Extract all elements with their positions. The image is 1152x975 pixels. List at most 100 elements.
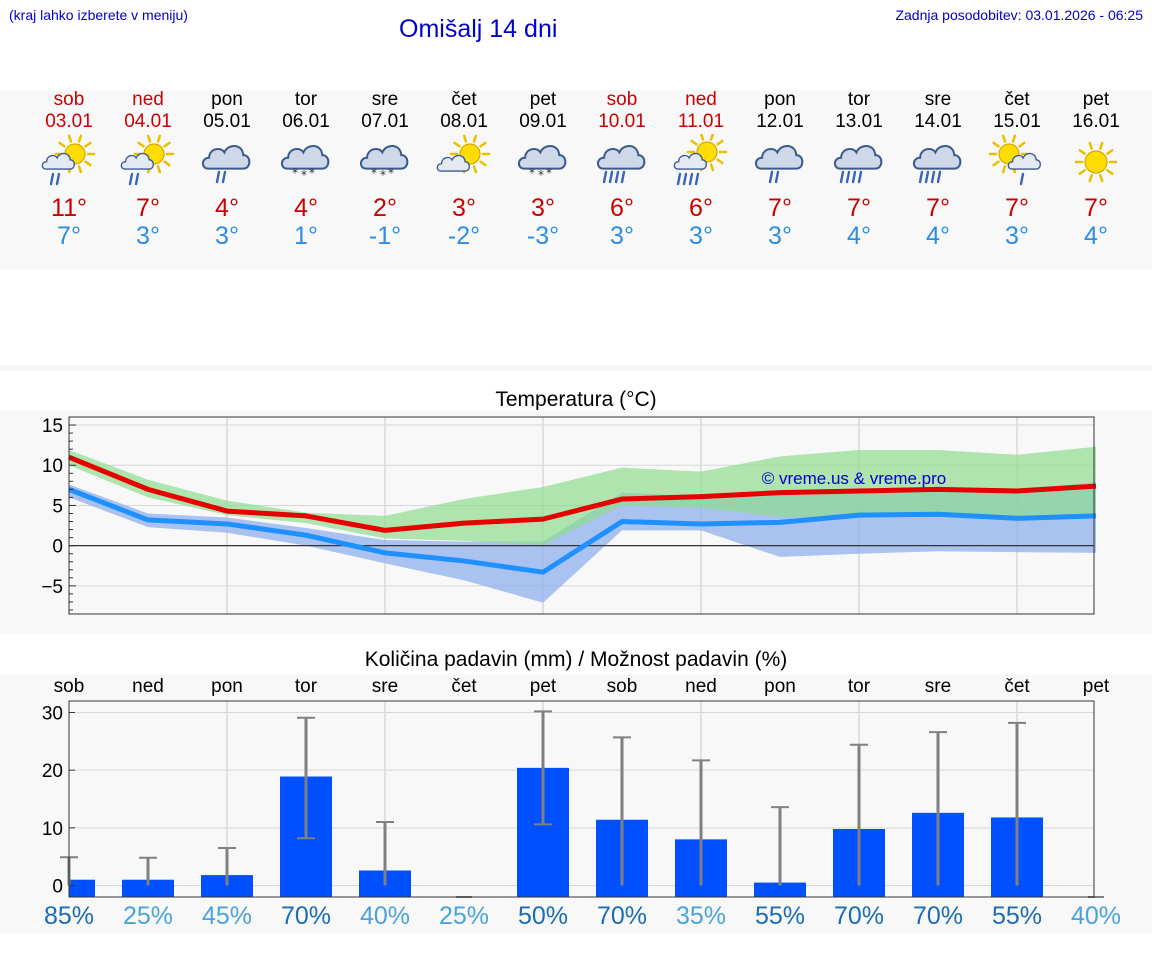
temp-max: 7° — [926, 194, 950, 222]
day-name: sob — [53, 89, 85, 110]
temp-min: 3° — [768, 222, 792, 250]
cloud-shape — [436, 154, 470, 172]
day-date: 06.01 — [282, 111, 330, 132]
rain-drop — [614, 170, 620, 184]
forecast-day: sob 10.01 6° 3° — [582, 89, 662, 250]
cloud-shape — [517, 145, 567, 170]
cloud-outline — [833, 145, 883, 170]
forecast-day: čet 08.01 3° -2° — [424, 89, 504, 250]
sun-cloud-rain-icon — [988, 134, 1041, 186]
precipitation-chart-title: Količina padavin (mm) / Možnost padavin … — [364, 648, 788, 671]
rain-drop — [55, 172, 61, 186]
day-name: pet — [529, 89, 557, 110]
cloud-snow-icon: * * * — [280, 145, 330, 182]
temp-min: -2° — [447, 222, 481, 250]
plot-frame — [68, 416, 1095, 615]
rain-drop — [924, 170, 930, 184]
precipitation-probability: 55% — [991, 902, 1043, 930]
snow-flake: * — [371, 166, 377, 180]
temp-max: 4° — [294, 194, 318, 222]
cloud-snow-icon: * * * — [517, 145, 567, 182]
rain-drop — [620, 170, 626, 184]
sun-ray — [1099, 141, 1104, 150]
forecast-day: tor 06.01 * * * 4° 1° — [266, 89, 346, 250]
y-tick-label: 10 — [42, 819, 63, 840]
forecast-day: pet 09.01 * * * 3° -3° — [503, 89, 583, 250]
temp-max: 3° — [531, 194, 555, 222]
cloud-shape — [201, 145, 251, 170]
precipitation-probability: 70% — [280, 902, 332, 930]
day-name: čet — [451, 89, 477, 110]
day-date: 12.01 — [756, 111, 804, 132]
day-name: ned — [132, 89, 164, 110]
forecast-day: pon 05.01 4° 3° — [187, 89, 267, 250]
forecast-day: ned 04.01 7° 3° — [108, 89, 188, 250]
day-date: 13.01 — [835, 111, 883, 132]
cloud-rain-icon — [201, 145, 251, 184]
day-name: pon — [764, 89, 796, 110]
sun-ray — [1001, 134, 1007, 143]
rain-drop — [694, 172, 700, 186]
temp-min: 3° — [136, 222, 160, 250]
cloud-shape — [754, 145, 804, 170]
page-title: Omišalj 14 dni — [399, 15, 558, 43]
day-label: čet — [1004, 676, 1030, 697]
rain-drop — [851, 170, 857, 184]
cloud-shape — [1007, 152, 1041, 170]
day-label: ned — [685, 676, 717, 697]
rain-drop — [845, 170, 851, 184]
cloud-outline — [517, 145, 567, 170]
day-date: 04.01 — [124, 111, 172, 132]
cloud-outline — [120, 152, 154, 170]
temp-max: 6° — [689, 194, 713, 222]
sun-ray — [58, 141, 66, 148]
temp-max: 7° — [136, 194, 160, 222]
day-name: sre — [924, 89, 952, 110]
cloud-outline — [912, 145, 962, 170]
sun-ray — [1099, 174, 1104, 183]
sun-ray — [1018, 141, 1026, 148]
day-label: pon — [211, 676, 243, 697]
day-date: 09.01 — [519, 111, 567, 132]
precipitation-probability: 50% — [517, 902, 569, 930]
temp-min: -1° — [368, 222, 402, 250]
sun-ray — [1078, 148, 1086, 156]
temp-max: 11° — [51, 194, 87, 222]
y-tick-label: 20 — [42, 761, 63, 782]
sun-ray — [716, 158, 724, 165]
weather-icon — [754, 145, 804, 184]
temp-max: 3° — [452, 194, 476, 222]
temp-min: 7° — [57, 222, 81, 250]
y-tick-label: 0 — [52, 537, 63, 558]
snow-flake: * — [301, 168, 307, 182]
rain-drop — [768, 170, 774, 184]
watermark: © vreme.us & vreme.pro — [762, 469, 946, 488]
day-label: pet — [530, 676, 557, 697]
precipitation-probability: 55% — [754, 902, 806, 930]
precipitation-probability: 25% — [438, 902, 490, 930]
cloud-outline — [1007, 152, 1041, 170]
cloud-shape — [280, 145, 330, 170]
sun-ray — [156, 165, 162, 174]
precipitation-probability: 40% — [1070, 902, 1122, 930]
sun-ray — [479, 160, 487, 167]
temp-min: 4° — [847, 222, 871, 250]
partly-sunny-rain-icon — [120, 134, 175, 186]
sun-ray — [479, 141, 487, 148]
sun-ray — [1106, 168, 1114, 176]
forecast-strip — [0, 90, 1152, 270]
cloud-shape — [833, 145, 883, 170]
temp-min: -3° — [526, 222, 560, 250]
day-date: 14.01 — [914, 111, 962, 132]
location-hint: (kraj lahko izberete v meniju) — [9, 7, 188, 23]
sun-ray — [67, 134, 73, 143]
forecast-day: pet 16.01 7° 4° — [1056, 89, 1136, 250]
cloud-shape — [120, 152, 154, 170]
precipitation-bar — [69, 879, 95, 897]
weather-icon — [41, 134, 96, 186]
temperature-chart-title: Temperatura (°C) — [495, 388, 657, 411]
temp-min: 1° — [294, 222, 318, 250]
sun-ray — [992, 160, 1000, 167]
sun-heavy-rain-icon — [673, 134, 728, 186]
